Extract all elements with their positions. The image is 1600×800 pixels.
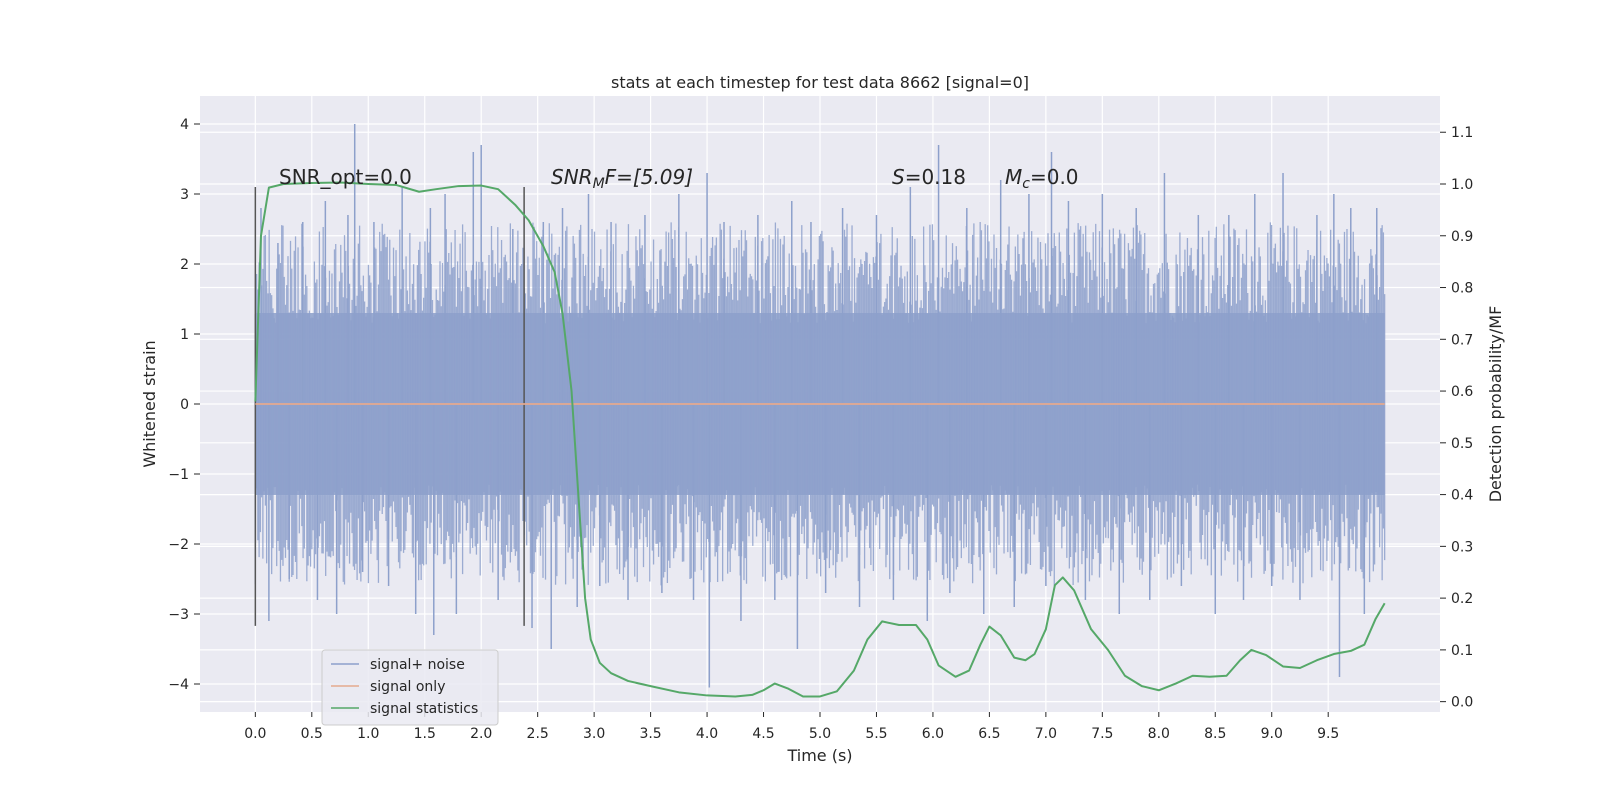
x-tick-label: 3.0 — [583, 726, 605, 742]
legend-frame — [321, 649, 499, 726]
x-tick-label: 9.5 — [1317, 726, 1339, 742]
y-tick-label: −4 — [168, 677, 189, 693]
x-tick-label: 8.5 — [1204, 726, 1226, 742]
annotation-snr-mf-main: SNR — [551, 165, 593, 189]
vertical-markers — [254, 187, 525, 626]
y2-tick-label: 0.1 — [1451, 643, 1473, 659]
x-tick-label: 5.0 — [809, 726, 831, 742]
y2-axis-ticks: 1.1 1.0 0.9 0.8 0.7 0.6 0.5 0.4 0.3 0.2 0.1 0.0 — [1440, 125, 1473, 711]
y2-tick-label: 0.3 — [1451, 539, 1473, 555]
y2-tick-label: 0.5 — [1451, 436, 1473, 452]
y-tick-label: 3 — [180, 187, 189, 203]
chart-title: stats at each timestep for test data 866… — [611, 73, 1029, 92]
y-tick-label: 1 — [180, 327, 189, 343]
x-tick-label: 4.5 — [752, 726, 774, 742]
annotation-s-value: =0.18 — [905, 165, 966, 189]
x-tick-label: 1.5 — [414, 726, 436, 742]
x-tick-label: 0.5 — [301, 726, 323, 742]
signal-statistics-line — [254, 181, 1386, 698]
annotation-mc-var: M — [1005, 165, 1022, 189]
y-tick-label: 2 — [180, 257, 189, 273]
annotations: SNR_opt=0.0 SNRMF=[5.09] S=0.18 Mc=0.0 — [279, 165, 1079, 192]
y-tick-label: −2 — [168, 537, 189, 553]
annotation-snr-mf-sub: M — [593, 176, 605, 192]
y-tick-label: 4 — [180, 117, 189, 133]
annotation-mc: Mc=0.0 — [1005, 165, 1079, 192]
legend: signal+ noise signal only signal statist… — [321, 649, 499, 726]
x-axis-ticks: 0.0 0.5 1.0 1.5 2.0 2.5 3.0 3.5 4.0 4.5 5.0 5.5 6.0 6… — [244, 712, 1339, 742]
y2-tick-label: 1.0 — [1451, 177, 1473, 193]
x-tick-label: 6.0 — [922, 726, 944, 742]
x-tick-label: 4.0 — [696, 726, 718, 742]
y2-tick-label: 0.9 — [1451, 229, 1473, 245]
x-tick-label: 5.5 — [865, 726, 887, 742]
annotation-snr-mf: SNRMF=[5.09] — [551, 165, 693, 192]
y2-tick-label: 0.8 — [1451, 281, 1473, 297]
signal-statistics-series — [254, 181, 1386, 698]
y2-tick-label: 1.1 — [1451, 125, 1473, 141]
annotation-mc-sub: c — [1022, 176, 1030, 192]
annotation-s-var: S — [892, 165, 905, 189]
legend-label-signal-only: signal only — [370, 679, 445, 695]
x-tick-label: 0.0 — [244, 726, 266, 742]
annotation-snr-opt: SNR_opt=0.0 — [279, 165, 412, 189]
x-tick-label: 2.0 — [470, 726, 492, 742]
legend-label-signal-noise: signal+ noise — [370, 657, 465, 673]
y2-tick-label: 0.0 — [1451, 695, 1473, 711]
y-axis-ticks: 4 3 2 1 0 −1 −2 −3 −4 — [168, 117, 200, 693]
y2-tick-label: 0.2 — [1451, 591, 1473, 607]
annotation-snr-mf-rest: F=[5.09] — [605, 165, 693, 189]
x-tick-label: 2.5 — [527, 726, 549, 742]
y-tick-label: −1 — [168, 467, 189, 483]
x-tick-label: 1.0 — [357, 726, 379, 742]
x-tick-label: 9.0 — [1261, 726, 1283, 742]
y-axis-label: Whitened strain — [140, 340, 159, 467]
y2-tick-label: 0.4 — [1451, 488, 1473, 504]
x-tick-label: 7.0 — [1035, 726, 1057, 742]
x-tick-label: 7.5 — [1091, 726, 1113, 742]
x-tick-label: 3.5 — [639, 726, 661, 742]
x-axis-label: Time (s) — [786, 746, 852, 765]
legend-label-signal-statistics: signal statistics — [370, 701, 478, 717]
y-tick-label: 0 — [180, 397, 189, 413]
x-tick-label: 6.5 — [978, 726, 1000, 742]
x-tick-label: 8.0 — [1148, 726, 1170, 742]
annotation-s: S=0.18 — [892, 165, 966, 189]
annotation-mc-value: =0.0 — [1030, 165, 1079, 189]
y2-axis-label: Detection probability/MF — [1486, 306, 1505, 503]
y-tick-label: −3 — [168, 607, 189, 623]
y2-tick-label: 0.6 — [1451, 384, 1473, 400]
y2-tick-label: 0.7 — [1451, 332, 1473, 348]
